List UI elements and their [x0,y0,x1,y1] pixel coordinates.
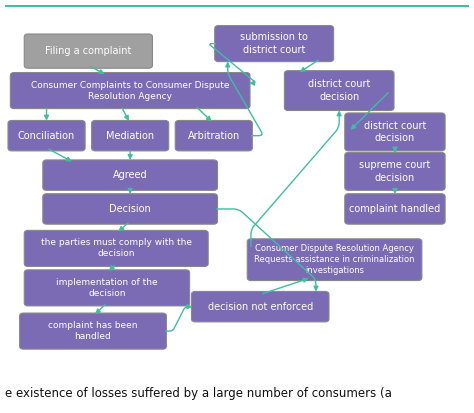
Text: Consumer Dispute Resolution Agency
Requests assistance in criminalization
invest: Consumer Dispute Resolution Agency Reque… [254,244,415,275]
Text: Filing a complaint: Filing a complaint [45,46,132,56]
FancyBboxPatch shape [43,160,218,190]
Text: Mediation: Mediation [106,131,154,141]
FancyBboxPatch shape [247,239,422,280]
Text: complaint has been
handled: complaint has been handled [48,321,138,341]
FancyBboxPatch shape [24,34,153,68]
Text: Consumer Complaints to Consumer Dispute
Resolution Agency: Consumer Complaints to Consumer Dispute … [31,81,229,101]
Text: submission to
district court: submission to district court [240,32,308,55]
Text: Agreed: Agreed [113,170,147,180]
FancyBboxPatch shape [191,292,329,322]
FancyBboxPatch shape [284,71,394,111]
FancyBboxPatch shape [345,113,445,151]
Text: complaint handled: complaint handled [349,204,440,214]
Text: district court
decision: district court decision [364,121,426,143]
Text: Conciliation: Conciliation [18,131,75,141]
FancyBboxPatch shape [215,26,334,62]
FancyBboxPatch shape [345,152,445,190]
Text: supreme court
decision: supreme court decision [359,160,430,183]
Text: the parties must comply with the
decision: the parties must comply with the decisio… [41,238,191,259]
FancyBboxPatch shape [24,230,208,266]
FancyBboxPatch shape [43,194,218,224]
FancyBboxPatch shape [91,121,169,151]
FancyBboxPatch shape [19,313,166,349]
FancyBboxPatch shape [24,270,190,306]
FancyBboxPatch shape [345,194,445,224]
Text: Decision: Decision [109,204,151,214]
Text: e existence of losses suffered by a large number of consumers (a: e existence of losses suffered by a larg… [5,387,392,401]
Text: Arbitration: Arbitration [188,131,240,141]
Text: implementation of the
decision: implementation of the decision [56,278,158,298]
FancyBboxPatch shape [10,73,250,109]
FancyBboxPatch shape [175,121,252,151]
Text: district court
decision: district court decision [308,79,370,102]
Text: decision not enforced: decision not enforced [208,301,313,312]
FancyBboxPatch shape [8,121,85,151]
